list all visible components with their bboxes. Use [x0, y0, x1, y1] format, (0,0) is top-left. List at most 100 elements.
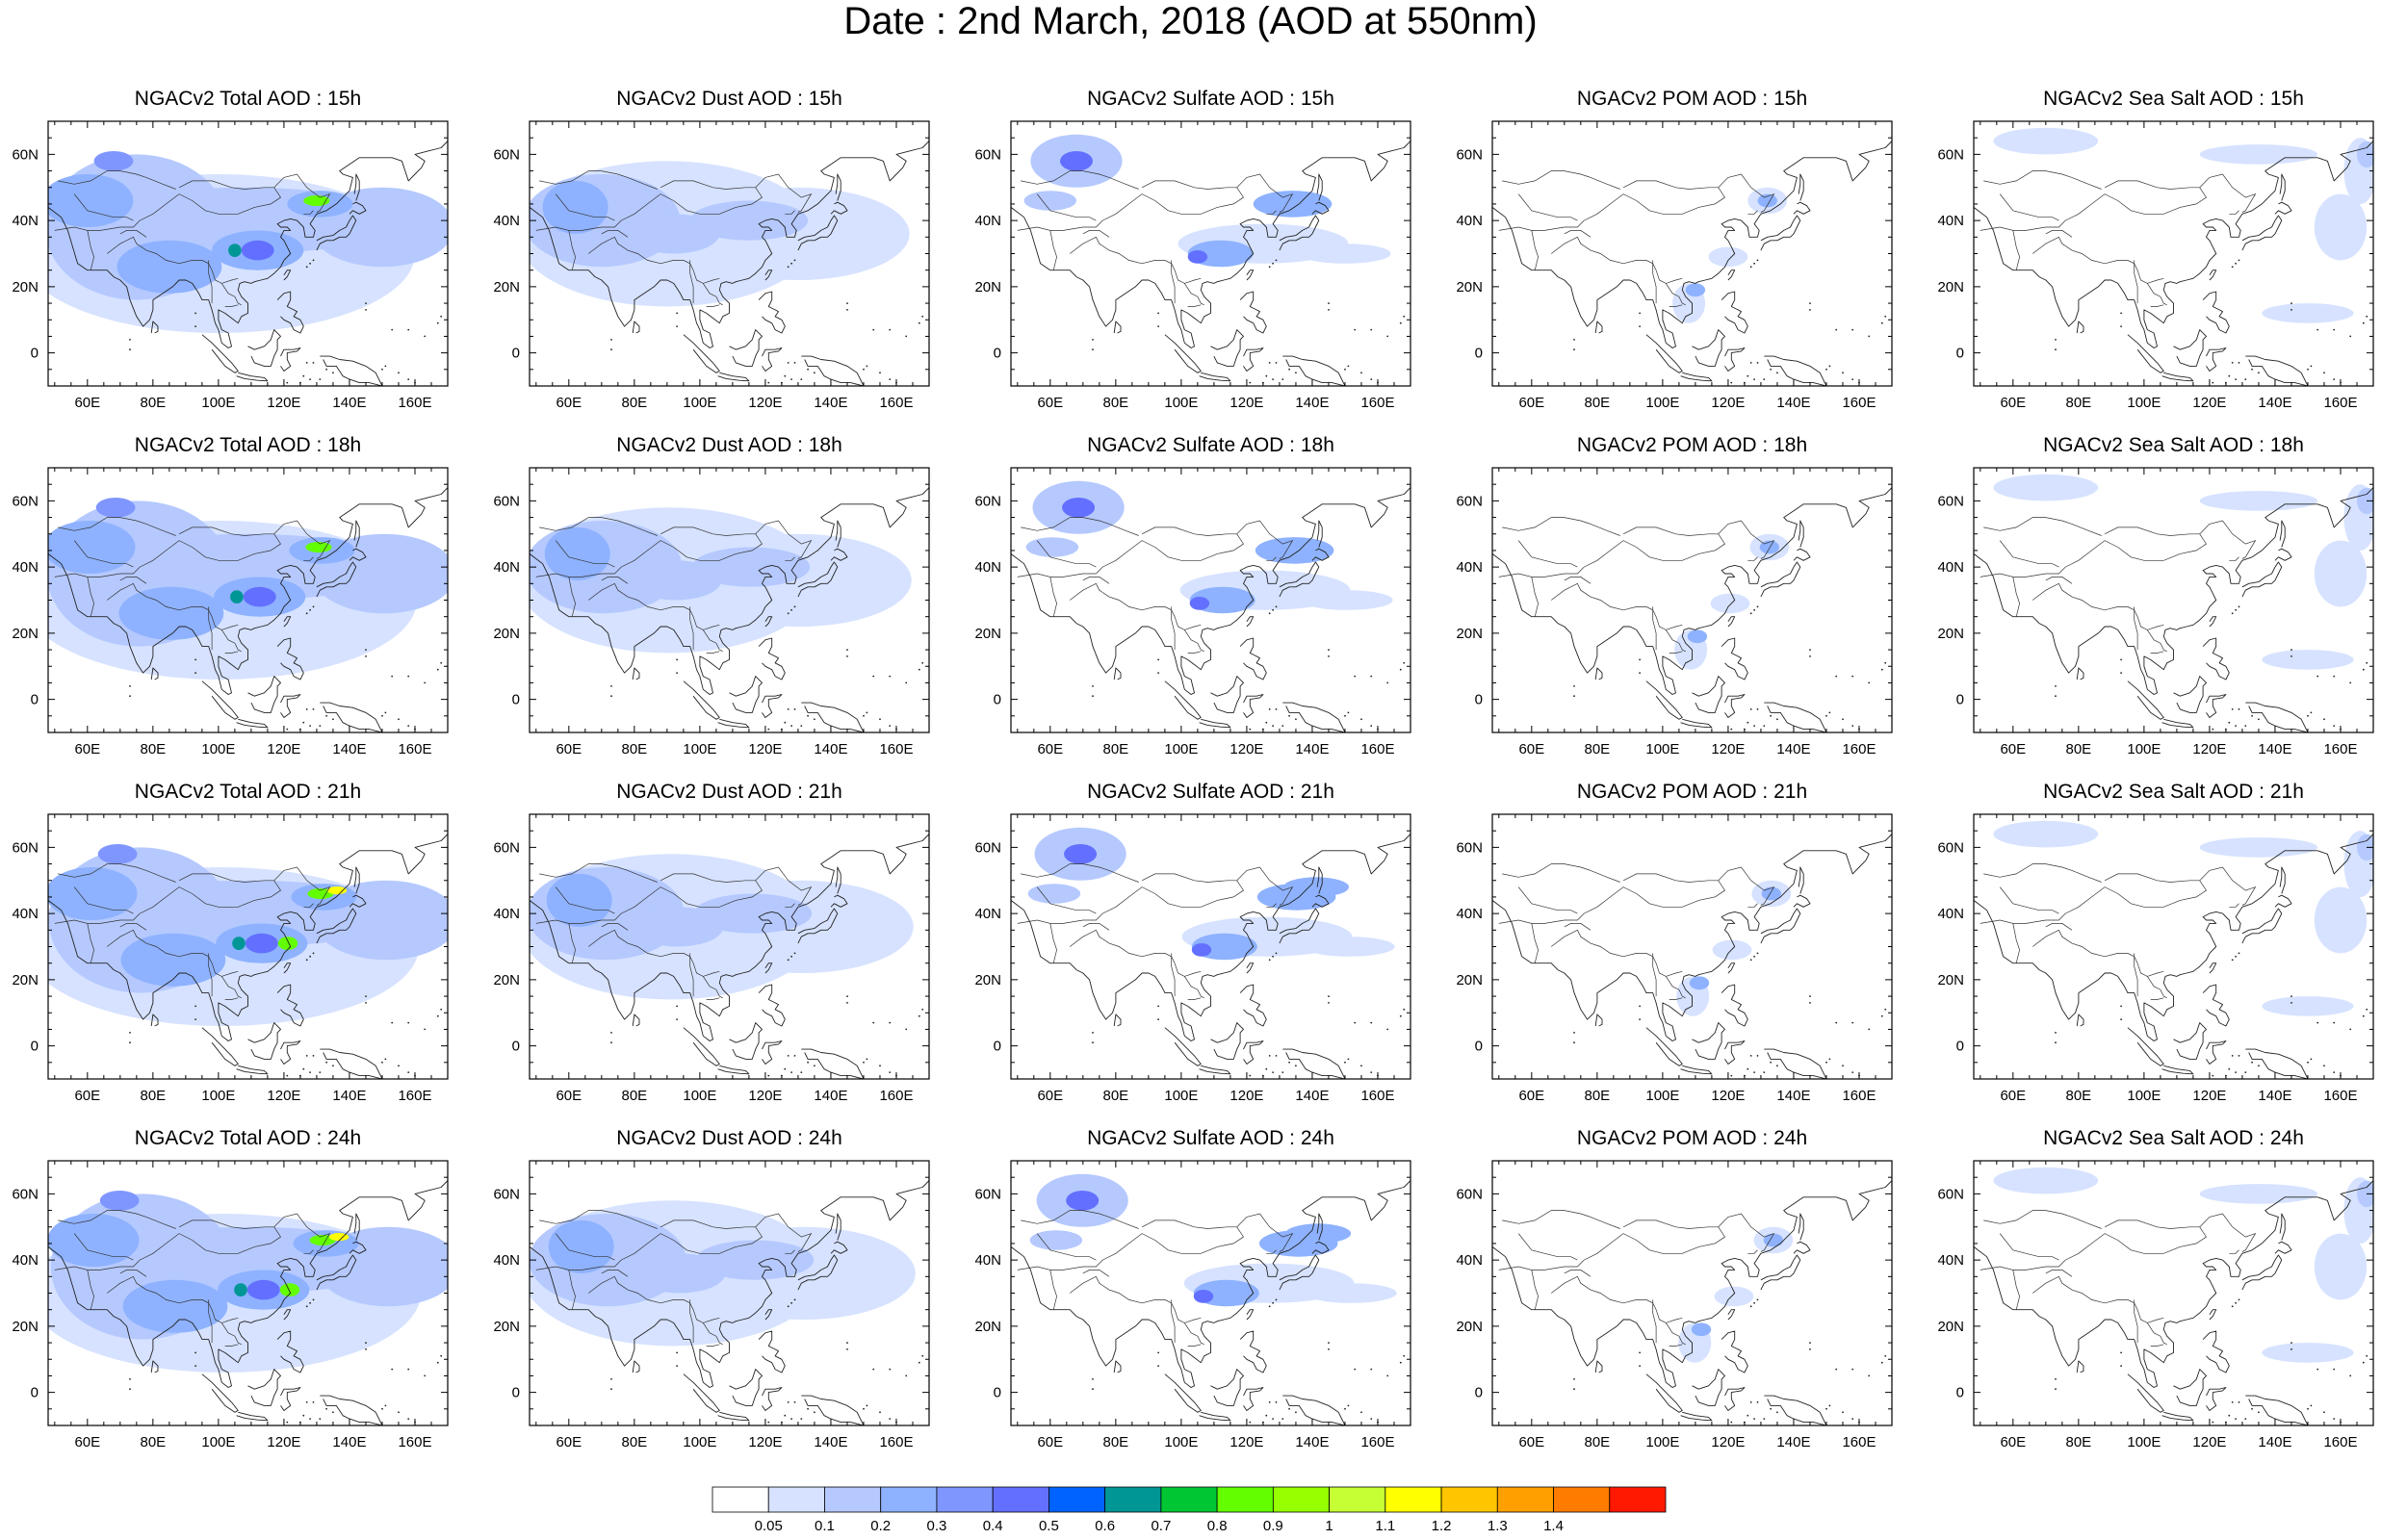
- x-tick-label: 140E: [814, 1088, 847, 1104]
- x-tick-label: 160E: [879, 1434, 913, 1450]
- x-tick-label: 120E: [1711, 741, 1745, 757]
- x-tick-label: 120E: [1711, 1088, 1745, 1104]
- x-tick-label: 80E: [1585, 1088, 1611, 1104]
- y-tick-label: 20N: [12, 626, 39, 642]
- x-tick-label: 100E: [201, 1088, 235, 1104]
- map-panel-total-18h: NGACv2 Total AOD : 18h 60E 80E 100E 120E 140E…: [12, 433, 501, 776]
- coastline: [530, 1180, 929, 1425]
- x-tick-label: 100E: [1164, 1434, 1198, 1450]
- y-tick-label: 40N: [974, 213, 1001, 229]
- y-tick-label: 60N: [1937, 1186, 1964, 1202]
- y-tick-label: 60N: [974, 1186, 1001, 1202]
- colorbar-swatch: [712, 1486, 769, 1513]
- panel-title: NGACv2 Sulfate AOD : 18h: [1087, 434, 1334, 456]
- aod-field-very_light: [1993, 127, 2099, 155]
- colorbar-swatch: [1609, 1486, 1667, 1513]
- aod-field-strong: [99, 1191, 140, 1211]
- aod-field-light: [1023, 191, 1076, 211]
- aod-field-medium: [118, 586, 224, 640]
- y-tick-label: 60N: [493, 146, 520, 163]
- map-panel-seasalt-24h: NGACv2 Sea Salt AOD : 24h 60E 80E 100E 120E 1…: [1937, 1126, 2381, 1469]
- panel-title: NGACv2 Sea Salt AOD : 21h: [2043, 781, 2304, 803]
- x-tick-label: 100E: [1164, 1088, 1198, 1104]
- coastline: [530, 141, 929, 386]
- map-plot: 60E 80E 100E 120E 140E 160E 60N 40N 20N 0: [1937, 813, 2374, 1104]
- map-plot: 60E 80E 100E 120E 140E 160E 60N 40N 20N 0: [974, 813, 1411, 1104]
- aod-field-medium: [1255, 537, 1334, 564]
- aod-field-light: [689, 200, 809, 241]
- panel-title: NGACv2 POM AOD : 18h: [1576, 434, 1808, 456]
- aod-field-very_light: [2262, 303, 2354, 323]
- aod-field-very_light: [2199, 144, 2318, 165]
- map-plot: 60E 80E 100E 120E 140E 160E 60N 40N 20N 0: [1456, 1160, 1893, 1450]
- y-tick-label: 0: [1475, 1385, 1483, 1401]
- x-tick-label: 60E: [1518, 1088, 1544, 1104]
- y-tick-label: 20N: [1937, 626, 1964, 642]
- x-tick-label: 160E: [879, 395, 913, 411]
- colorbar-label: 0.4: [983, 1518, 1003, 1534]
- x-tick-label: 60E: [556, 395, 582, 411]
- aod-field-very_light: [2262, 996, 2354, 1016]
- colorbar-label: 0.6: [1095, 1518, 1115, 1534]
- y-tick-label: 20N: [12, 279, 39, 295]
- country-borders: [1017, 1210, 1294, 1347]
- aod-field-dark: [241, 240, 274, 261]
- panel-title: NGACv2 Sulfate AOD : 21h: [1087, 781, 1334, 803]
- x-tick-label: 140E: [1776, 1088, 1810, 1104]
- aod-field-teal: [234, 1283, 247, 1296]
- x-tick-label: 160E: [1842, 1088, 1876, 1104]
- aod-field-hot_yellow: [326, 886, 348, 895]
- small-islands: [2055, 952, 2368, 1077]
- x-tick-label: 160E: [1842, 741, 1876, 757]
- aod-field-dark: [1189, 597, 1210, 610]
- map-plot: 60E 80E 100E 120E 140E 160E 60N 40N 20N 0: [974, 120, 1411, 411]
- x-tick-label: 100E: [683, 395, 716, 411]
- x-tick-label: 140E: [332, 1088, 366, 1104]
- x-tick-label: 80E: [1585, 741, 1611, 757]
- colorbar-label: 1.2: [1432, 1518, 1452, 1534]
- aod-field-light: [1029, 1230, 1083, 1250]
- colorbar-swatch: [1272, 1486, 1330, 1513]
- aod-field-very_light: [1299, 244, 1391, 264]
- x-tick-label: 140E: [814, 395, 847, 411]
- aod-field-medium: [542, 180, 608, 234]
- aod-field-very_light: [1305, 1283, 1397, 1303]
- x-tick-label: 100E: [683, 1434, 716, 1450]
- aod-field-medium: [1691, 1322, 1712, 1337]
- x-tick-label: 140E: [1776, 741, 1810, 757]
- y-tick-label: 40N: [1456, 559, 1483, 576]
- country-borders: [1498, 863, 1775, 1000]
- coastline: [1974, 834, 2373, 1079]
- colorbar-swatch: [880, 1486, 938, 1513]
- x-tick-label: 60E: [2000, 741, 2026, 757]
- colorbar-label: 0.9: [1263, 1518, 1283, 1534]
- x-tick-label: 160E: [2323, 741, 2357, 757]
- x-tick-label: 120E: [2192, 1088, 2226, 1104]
- x-tick-label: 120E: [1229, 1088, 1263, 1104]
- map-panel-seasalt-18h: NGACv2 Sea Salt AOD : 18h 60E 80E 100E 120E 1…: [1937, 433, 2381, 776]
- y-tick-label: 40N: [12, 906, 39, 922]
- country-borders: [535, 170, 813, 307]
- x-tick-label: 140E: [332, 741, 366, 757]
- aod-field-medium: [1761, 886, 1781, 901]
- y-tick-label: 60N: [493, 1186, 520, 1202]
- x-tick-label: 100E: [201, 741, 235, 757]
- map-plot: 60E 80E 100E 120E 140E 160E 60N 40N 20N 0: [493, 1160, 930, 1450]
- x-tick-label: 140E: [814, 1434, 847, 1450]
- aod-field-medium: [48, 867, 138, 920]
- x-tick-label: 100E: [1164, 395, 1198, 411]
- x-tick-label: 160E: [398, 1434, 431, 1450]
- aod-field-hot_green: [303, 195, 330, 206]
- aod-field-strong: [95, 498, 136, 518]
- colorbar-swatch: [1104, 1486, 1162, 1513]
- x-tick-label: 120E: [1229, 741, 1263, 757]
- y-tick-label: 20N: [1456, 1319, 1483, 1335]
- small-islands: [1573, 605, 1887, 731]
- aod-field-light: [691, 547, 811, 587]
- aod-field-very_light: [2314, 1233, 2368, 1300]
- y-tick-label: 60N: [1456, 1186, 1483, 1202]
- x-tick-label: 80E: [1103, 1434, 1129, 1450]
- x-tick-label: 60E: [2000, 395, 2026, 411]
- y-tick-label: 0: [31, 346, 39, 362]
